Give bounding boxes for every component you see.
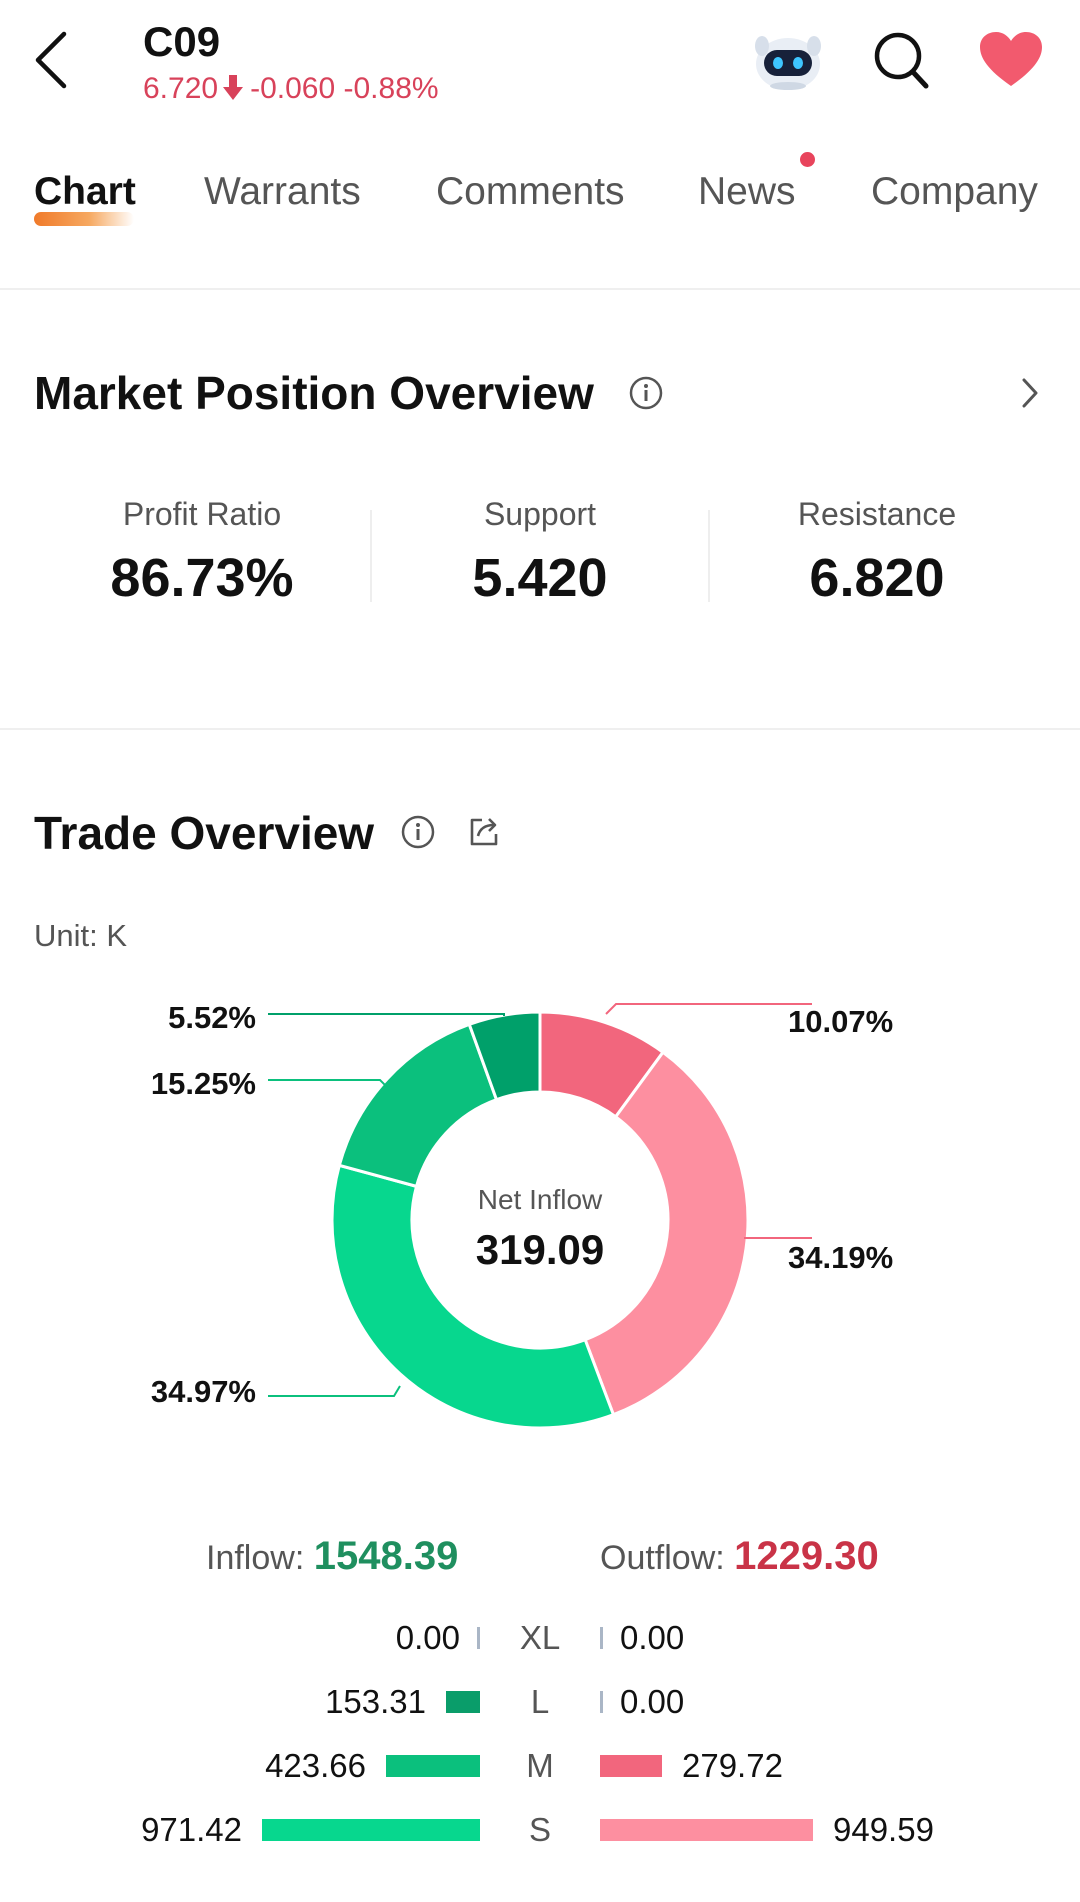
slice-label-outflow-l: 10.07% xyxy=(788,1004,894,1039)
outflow-bar xyxy=(600,1691,603,1713)
unit-label: Unit: K xyxy=(34,918,128,953)
slice-label-outflow-s: 34.19% xyxy=(788,1240,894,1275)
stat-support: Support 5.420 xyxy=(390,496,690,609)
stat-value: 6.820 xyxy=(809,548,945,608)
leader-line xyxy=(268,1013,505,1016)
info-icon[interactable] xyxy=(629,376,663,410)
tab-comments[interactable]: Comments xyxy=(436,170,625,213)
inflow-amount: 423.66 xyxy=(265,1747,366,1784)
slice-label-inflow-m: 15.25% xyxy=(150,1066,256,1101)
divider xyxy=(0,288,1080,290)
breakdown-row-m: 423.66 M 279.72 xyxy=(0,1747,1080,1797)
leader-line xyxy=(605,1003,812,1015)
stat-separator xyxy=(370,510,372,602)
inflow-bar xyxy=(386,1755,480,1777)
price-change: -0.060 xyxy=(250,72,336,105)
donut-center-value: 319.09 xyxy=(475,1226,605,1273)
net-inflow-donut-chart xyxy=(268,1003,812,1430)
flow-summary: Inflow: 1548.39 Outflow: 1229.30 xyxy=(0,1534,1080,1584)
outflow-bar xyxy=(600,1755,662,1777)
inflow-bar xyxy=(446,1691,480,1713)
leader-line xyxy=(268,1079,389,1089)
search-icon[interactable] xyxy=(872,30,930,90)
tab-news[interactable]: News xyxy=(698,170,796,213)
donut-center-label: Net Inflow xyxy=(477,1184,603,1215)
robot-assistant-icon[interactable] xyxy=(752,28,824,92)
inflow-amount: 971.42 xyxy=(141,1811,242,1848)
trade-overview-title: Trade Overview xyxy=(34,807,375,859)
stat-separator xyxy=(708,510,710,602)
breakdown-row-l: 153.31 L 0.00 xyxy=(0,1683,1080,1733)
heart-icon[interactable] xyxy=(978,30,1044,88)
leader-line xyxy=(268,1385,401,1397)
header: C09 6.720 -0.060 -0.88% xyxy=(0,0,1080,130)
slice-label-inflow-l: 5.52% xyxy=(168,1000,256,1035)
size-label: S xyxy=(528,1811,551,1848)
inflow-bar xyxy=(262,1819,480,1841)
breakdown-row-xl: 0.00 XL 0.00 xyxy=(0,1619,1080,1669)
donut-slice-outflow-s xyxy=(583,1050,750,1417)
outflow-amount: 279.72 xyxy=(682,1747,783,1784)
market-position-title: Market Position Overview xyxy=(34,367,594,419)
stat-label: Profit Ratio xyxy=(122,496,282,532)
breakdown-row-s: 971.42 S 949.59 xyxy=(0,1811,1080,1861)
news-unread-dot xyxy=(800,152,815,167)
donut-slice-inflow-l xyxy=(467,1010,542,1102)
outflow-value: 1229.30 xyxy=(734,1534,879,1578)
size-label: L xyxy=(530,1683,550,1720)
share-icon[interactable] xyxy=(466,814,502,850)
back-arrow-icon[interactable] xyxy=(30,28,74,92)
last-price: 6.720 xyxy=(143,72,219,105)
tab-chart[interactable]: Chart xyxy=(34,170,136,213)
stat-label: Support xyxy=(483,496,597,532)
outflow-summary: Outflow: 1229.30 xyxy=(600,1534,879,1579)
tab-warrants[interactable]: Warrants xyxy=(204,170,361,213)
donut-slice-inflow-s xyxy=(330,1163,616,1430)
inflow-amount: 0.00 xyxy=(395,1619,460,1656)
tab-company[interactable]: Company xyxy=(871,170,1038,213)
ticker-symbol: C09 xyxy=(143,18,221,65)
divider xyxy=(0,728,1080,730)
price-change-pct: -0.88% xyxy=(343,72,439,105)
donut-slice-inflow-m xyxy=(337,1022,499,1189)
price-quote: 6.720 -0.060 -0.88% xyxy=(143,72,439,106)
tab-bar: Chart Warrants Comments News Company xyxy=(0,160,1080,230)
outflow-amount: 0.00 xyxy=(620,1619,685,1656)
size-label: XL xyxy=(519,1619,561,1656)
outflow-amount: 949.59 xyxy=(833,1811,934,1848)
stat-profit-ratio: Profit Ratio 86.73% xyxy=(52,496,352,609)
outflow-bar xyxy=(600,1819,813,1841)
inflow-value: 1548.39 xyxy=(313,1534,459,1578)
active-tab-indicator xyxy=(34,212,134,226)
stat-label: Resistance xyxy=(797,496,957,532)
inflow-label: Inflow: xyxy=(206,1539,305,1577)
inflow-amount: 153.31 xyxy=(325,1683,426,1720)
inflow-bar xyxy=(477,1627,480,1649)
inflow-summary: Inflow: 1548.39 xyxy=(206,1534,458,1579)
size-label: M xyxy=(526,1747,554,1784)
info-icon[interactable] xyxy=(401,815,435,849)
stat-resistance: Resistance 6.820 xyxy=(727,496,1027,609)
chevron-right-icon[interactable] xyxy=(1016,374,1044,412)
down-arrow-icon xyxy=(223,75,244,100)
outflow-amount: 0.00 xyxy=(620,1683,685,1720)
stat-value: 86.73% xyxy=(110,548,294,608)
outflow-label: Outflow: xyxy=(600,1539,725,1577)
outflow-bar xyxy=(600,1627,603,1649)
stat-value: 5.420 xyxy=(472,548,608,608)
slice-label-inflow-s: 34.97% xyxy=(150,1374,256,1409)
